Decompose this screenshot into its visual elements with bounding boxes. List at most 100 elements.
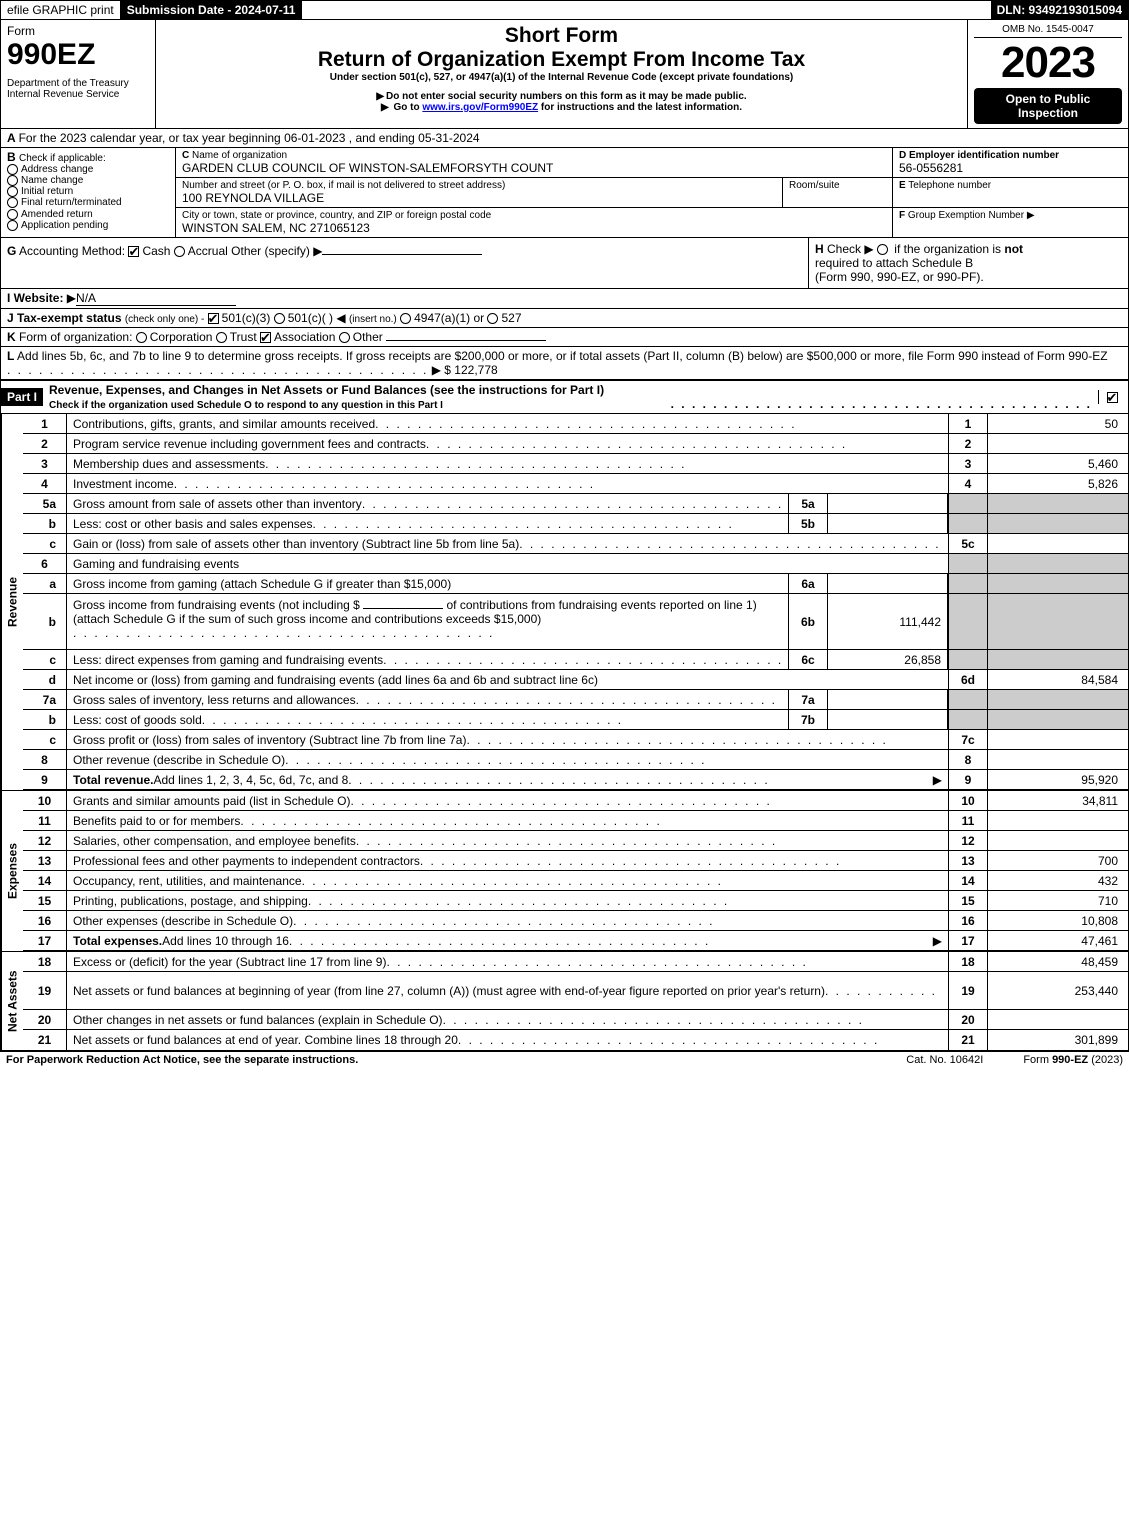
j-insert: (insert no.) xyxy=(349,314,397,325)
note-goto-pre: Go to xyxy=(393,102,419,113)
line-7c: c Gross profit or (loss) from sales of i… xyxy=(23,730,1128,750)
cash-checkbox[interactable] xyxy=(128,246,139,257)
main-title: Return of Organization Exempt From Incom… xyxy=(162,48,961,72)
line-14-rnum: 14 xyxy=(948,871,988,890)
line-2: 2 Program service revenue including gove… xyxy=(23,434,1128,454)
line-10: 10 Grants and similar amounts paid (list… xyxy=(23,791,1128,811)
initial-return-checkbox[interactable] xyxy=(7,186,18,197)
open-to-public-inspection: Open to Public Inspection xyxy=(974,88,1122,124)
c-name-label: Name of organization xyxy=(192,150,287,161)
revenue-section: Revenue 1 Contributions, gifts, grants, … xyxy=(0,414,1129,790)
omb: OMB No. 1545-0047 xyxy=(974,24,1122,38)
line-8: 8 Other revenue (describe in Schedule O)… xyxy=(23,750,1128,770)
line-5a-subval xyxy=(828,494,948,513)
j-4947-checkbox[interactable] xyxy=(400,313,411,324)
line-18-rval: 48,459 xyxy=(988,952,1128,971)
line-13-desc: Professional fees and other payments to … xyxy=(73,854,420,868)
line-15: 15 Printing, publications, postage, and … xyxy=(23,891,1128,911)
line-6c-desc: Less: direct expenses from gaming and fu… xyxy=(73,653,383,667)
line-4-desc: Investment income xyxy=(73,477,174,491)
line-12-rval xyxy=(988,831,1128,850)
line-10-desc: Grants and similar amounts paid (list in… xyxy=(73,794,350,808)
form-number: 990EZ xyxy=(7,38,149,72)
line-7b-desc: Less: cost of goods sold xyxy=(73,713,202,727)
line-16-desc: Other expenses (describe in Schedule O) xyxy=(73,914,293,928)
line-6b-subval: 111,442 xyxy=(828,594,948,649)
line-16-rnum: 16 xyxy=(948,911,988,930)
line-9-rnum: 9 xyxy=(948,770,988,789)
tax-year: 2023 xyxy=(974,38,1122,88)
line-6b-blank[interactable] xyxy=(363,608,443,609)
l-text: Add lines 5b, 6c, and 7b to line 9 to de… xyxy=(17,349,1108,363)
h-line3: (Form 990, 990-EZ, or 990-PF). xyxy=(815,270,984,284)
amended-return-checkbox[interactable] xyxy=(7,209,18,220)
g-other: Other (specify) xyxy=(231,244,310,258)
k-other-checkbox[interactable] xyxy=(339,332,350,343)
line-G: G Accounting Method: Cash Accrual Other … xyxy=(1,238,808,288)
line-1: 1 Contributions, gifts, grants, and simi… xyxy=(23,414,1128,434)
h-check-label: Check xyxy=(827,242,861,256)
line-9-rval: 95,920 xyxy=(988,770,1128,789)
line-6a-desc: Gross income from gaming (attach Schedul… xyxy=(73,577,451,591)
note-goto: Go to www.irs.gov/Form990EZ for instruct… xyxy=(162,102,961,113)
line-B: B Check if applicable: Address change Na… xyxy=(1,148,176,237)
line-7b-subval xyxy=(828,710,948,729)
j-501c3-checkbox[interactable] xyxy=(208,313,219,324)
line-J: J Tax-exempt status (check only one) - 5… xyxy=(0,309,1129,328)
k-trust-checkbox[interactable] xyxy=(216,332,227,343)
j-527-checkbox[interactable] xyxy=(487,313,498,324)
part-i-title-tail: (see the instructions for Part I) xyxy=(430,383,604,397)
final-return-checkbox[interactable] xyxy=(7,197,18,208)
other-specify-input[interactable] xyxy=(322,254,482,255)
line-6: 6 Gaming and fundraising events xyxy=(23,554,1128,574)
expenses-section: Expenses 10 Grants and similar amounts p… xyxy=(0,790,1129,951)
line-20: 20 Other changes in net assets or fund b… xyxy=(23,1010,1128,1030)
k-label: Form of organization: xyxy=(19,330,132,344)
line-11: 11 Benefits paid to or for members 11 xyxy=(23,811,1128,831)
org-name: GARDEN CLUB COUNCIL OF WINSTON-SALEMFORS… xyxy=(182,161,886,175)
expenses-label: Expenses xyxy=(1,791,23,951)
line-20-rnum: 20 xyxy=(948,1010,988,1029)
line-7c-desc: Gross profit or (loss) from sales of inv… xyxy=(73,733,466,747)
line-13-rval: 700 xyxy=(988,851,1128,870)
line-2-rnum: 2 xyxy=(948,434,988,453)
j-501c-checkbox[interactable] xyxy=(274,313,285,324)
i-label: Website: xyxy=(14,291,64,305)
line-21-rnum: 21 xyxy=(948,1030,988,1050)
accrual-checkbox[interactable] xyxy=(174,246,185,257)
line-6a-subval xyxy=(828,574,948,593)
line-6b-desc-mid: of contributions from xyxy=(447,598,556,612)
line-6a: a Gross income from gaming (attach Sched… xyxy=(23,574,1128,594)
part-i-title: Revenue, Expenses, and Changes in Net As… xyxy=(43,381,1098,413)
part-i-title-text: Revenue, Expenses, and Changes in Net As… xyxy=(49,383,427,397)
irs-link[interactable]: www.irs.gov/Form990EZ xyxy=(422,102,538,113)
line-H: H Check ▶ if the organization is not req… xyxy=(808,238,1128,288)
line-5a: 5a Gross amount from sale of assets othe… xyxy=(23,494,1128,514)
note-ssn: Do not enter social security numbers on … xyxy=(162,91,961,102)
line-12-desc: Salaries, other compensation, and employ… xyxy=(73,834,356,848)
k-corp-checkbox[interactable] xyxy=(136,332,147,343)
line-11-rval xyxy=(988,811,1128,830)
application-pending-checkbox[interactable] xyxy=(7,220,18,231)
footer-right-post: (2023) xyxy=(1088,1054,1123,1066)
opt-initial-return: Initial return xyxy=(21,186,73,197)
schedule-o-checkbox[interactable] xyxy=(1107,392,1118,403)
k-assoc-checkbox[interactable] xyxy=(260,332,271,343)
line-13: 13 Professional fees and other payments … xyxy=(23,851,1128,871)
line-17-rval: 47,461 xyxy=(988,931,1128,950)
h-line2: required to attach Schedule B xyxy=(815,256,973,270)
h-checkbox[interactable] xyxy=(877,244,888,255)
k-other-input[interactable] xyxy=(386,340,546,341)
f-arrow: ▶ xyxy=(1027,210,1035,221)
addr-change-checkbox[interactable] xyxy=(7,164,18,175)
efile-print: efile GRAPHIC print xyxy=(1,1,121,19)
line-7a-subnum: 7a xyxy=(788,690,828,709)
line-9-desc: Total revenue. xyxy=(73,773,153,787)
line-7a-subval xyxy=(828,690,948,709)
subtitle: Under section 501(c), 527, or 4947(a)(1)… xyxy=(162,72,961,83)
line-16: 16 Other expenses (describe in Schedule … xyxy=(23,911,1128,931)
line-18-desc: Excess or (deficit) for the year (Subtra… xyxy=(73,955,386,969)
line-3-rnum: 3 xyxy=(948,454,988,473)
name-change-checkbox[interactable] xyxy=(7,175,18,186)
line-5b-subnum: 5b xyxy=(788,514,828,533)
